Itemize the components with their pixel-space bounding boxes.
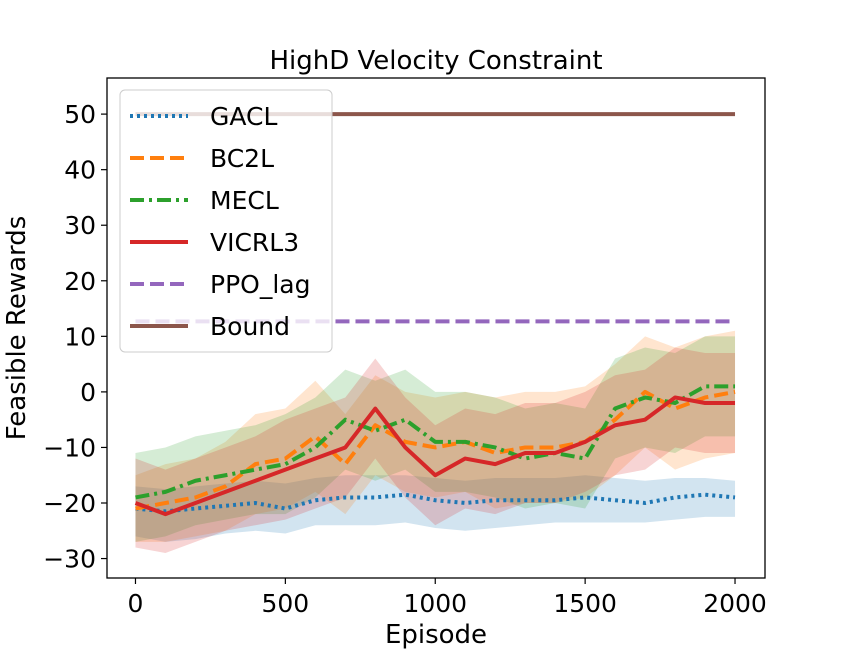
legend-label-bound: Bound xyxy=(210,312,290,341)
series-line-gacl xyxy=(135,492,736,514)
legend-label-gacl: GACL xyxy=(210,102,277,131)
x-tick-label: 500 xyxy=(262,589,310,618)
y-tick-label: 40 xyxy=(64,156,96,185)
band-gacl xyxy=(135,475,736,542)
y-axis-label: Feasible Rewards xyxy=(2,216,32,441)
band-bc2l xyxy=(135,330,736,542)
series-line-bc2l xyxy=(135,389,736,511)
legend-label-mecl: MECL xyxy=(210,186,279,215)
x-tick-label: 1500 xyxy=(553,589,617,618)
y-tick-label: −20 xyxy=(43,489,96,518)
y-axis-ticks: −30 −20 −10 0 10 20 30 40 50 xyxy=(43,100,107,574)
y-tick-label: 50 xyxy=(64,100,96,129)
y-tick-label: 0 xyxy=(80,378,96,407)
legend-label-ppo_lag: PPO_lag xyxy=(210,270,310,299)
x-tick-label: 0 xyxy=(128,589,144,618)
legend: GACL BC2L MECL VICRL3 PPO_lag Bound xyxy=(119,89,333,353)
x-axis-ticks: 0 500 1000 1500 2000 xyxy=(128,578,767,618)
band-mecl xyxy=(135,336,736,542)
y-tick-label: 30 xyxy=(64,211,96,240)
series-line-vicrl3 xyxy=(134,395,736,517)
legend-box xyxy=(119,89,333,353)
x-axis-label: Episode xyxy=(385,620,487,650)
x-tick-label: 2000 xyxy=(703,589,767,618)
series-lines xyxy=(134,112,736,517)
y-tick-label: 20 xyxy=(64,267,96,296)
chart-title: HighD Velocity Constraint xyxy=(269,46,602,76)
band-vicrl3 xyxy=(135,347,736,553)
legend-label-bc2l: BC2L xyxy=(210,144,274,173)
y-tick-label: −30 xyxy=(43,545,96,574)
series-line-mecl xyxy=(135,384,736,500)
y-tick-label: −10 xyxy=(43,433,96,462)
plot-frame xyxy=(106,77,766,579)
legend-label-vicrl3: VICRL3 xyxy=(210,228,299,257)
x-tick-label: 1000 xyxy=(403,589,467,618)
y-tick-label: 10 xyxy=(64,322,96,351)
confidence-bands xyxy=(135,330,736,553)
